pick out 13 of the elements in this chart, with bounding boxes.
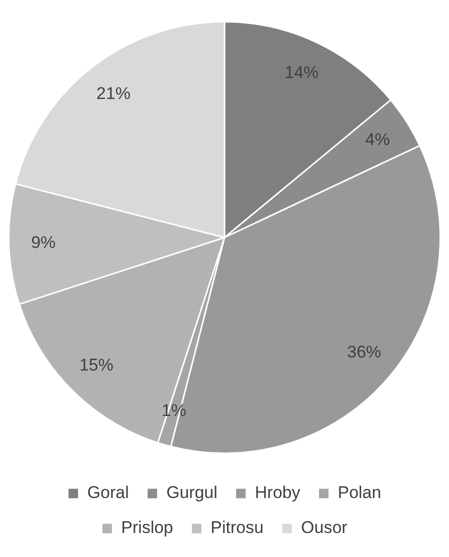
legend-label: Goral [87,483,129,502]
data-label: 14% [284,63,319,82]
data-label: 21% [96,84,130,103]
data-label: 36% [347,342,382,362]
legend-label: Prislop [121,518,174,538]
data-label: 9% [31,232,56,252]
legend-label: Polan [338,483,382,502]
data-label: 15% [79,355,114,374]
legend-label: Pitrosu [210,518,264,538]
legend-label: Gurgul [166,483,218,502]
legend-label: Hroby [254,483,301,502]
data-label: 4% [365,130,390,150]
legend-label: Ousor [301,518,348,538]
